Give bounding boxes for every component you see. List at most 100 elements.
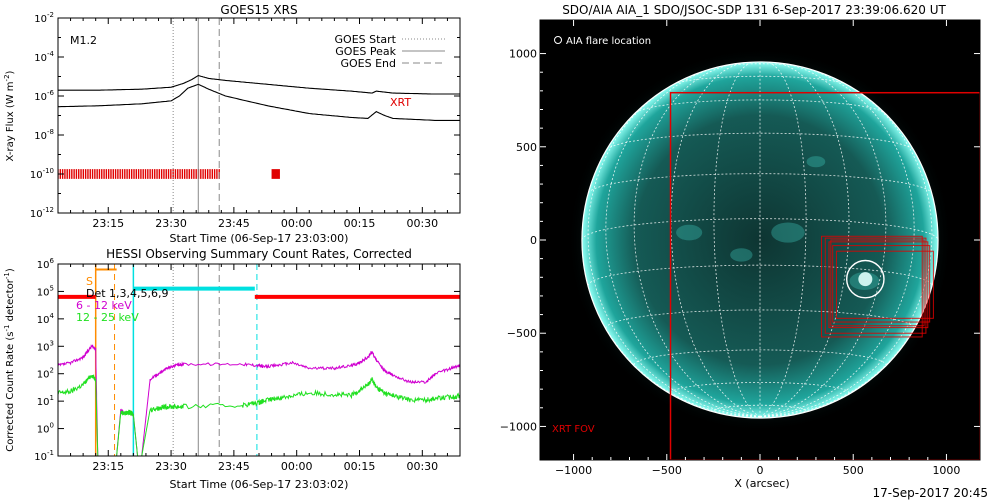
aia-longitude-line <box>633 63 761 418</box>
aia-latitude-line <box>605 309 915 329</box>
aia-ytick-label: 1000 <box>509 48 537 61</box>
goes-ytick-label: 10-4 <box>34 50 54 64</box>
goes-xtick-label: 00:30 <box>406 217 438 230</box>
aia-ytick-label: −1000 <box>500 420 537 433</box>
goes-ylabel-main: X-ray Flux (W m <box>5 81 16 161</box>
hessi-ytick-label: 105 <box>37 284 54 298</box>
hessi-plot-area <box>58 264 460 456</box>
aia-xtick-label: −1000 <box>555 464 592 477</box>
goes-legend-end: GOES End <box>340 57 396 70</box>
aia-legend: AIA flare location <box>554 36 651 47</box>
goes-flux-line-long <box>58 74 460 95</box>
hessi-xtick-label: 23:15 <box>92 460 124 473</box>
hessi-6-12-kev-line <box>58 344 460 456</box>
goes-xrt-block <box>271 169 280 179</box>
aia-title: SDO/AIA AIA_1 SDO/JSOC-SDP 131 6-Sep-201… <box>562 3 946 17</box>
aia-ytick-label: 500 <box>516 141 537 154</box>
goes-xtick-label: 23:30 <box>155 217 187 230</box>
hessi-xtick-label: 00:00 <box>281 460 313 473</box>
aia-xtick-label: 500 <box>843 464 864 477</box>
hessi-ytick-label: 102 <box>37 367 54 381</box>
goes-xtick-label: 00:00 <box>281 217 313 230</box>
goes-axes: 23:15 23:30 23:45 00:00 00:15 00:30 10-12 10-10… <box>30 11 461 230</box>
goes-xlabel: Start Time (06-Sep-17 23:03:00) <box>170 232 349 245</box>
hessi-12-25-kev-line <box>58 374 460 456</box>
aia-xrt-pointing-box <box>832 245 931 323</box>
goes-flux-line-short <box>58 83 460 121</box>
aia-latitude-line <box>587 173 933 194</box>
hessi-ylabel-sup: -1 <box>3 325 11 332</box>
aia-legend-label: AIA flare location <box>566 36 651 47</box>
goes-ylabel-close: ) <box>5 70 16 74</box>
aia-longitude-line <box>759 62 850 418</box>
goes-ytick-label: 10-10 <box>30 167 54 181</box>
aia-xrt-pointing-box <box>835 250 934 319</box>
goes-ytick-label: 10-6 <box>34 89 54 103</box>
goes-xtick-label: 00:15 <box>344 217 376 230</box>
aia-longitude-line <box>670 62 761 418</box>
aia-latitude-line <box>581 218 939 241</box>
aia-xrt-pointing-box <box>821 235 923 338</box>
aia-active-region <box>771 222 805 243</box>
hessi-legend-12-25: 12 - 25 keV <box>76 311 139 324</box>
hessi-ylabel-close: ) <box>5 268 16 272</box>
aia-xtick-label: −500 <box>652 464 682 477</box>
aia-latitude-line <box>633 349 887 366</box>
aia-longitude-line <box>587 79 761 418</box>
aia-latitude-line <box>587 264 933 286</box>
goes-title: GOES15 XRS <box>220 3 297 17</box>
goes-ytick-label: 10-2 <box>34 11 54 25</box>
hessi-panel: HESSI Observing Summary Count Rates, Cor… <box>3 247 461 491</box>
aia-latitude-line <box>670 381 850 394</box>
hessi-ytick-label: 10-1 <box>34 449 54 463</box>
hessi-ylabel: Corrected Count Rate (s-1 detector-1) <box>3 268 16 452</box>
hessi-xtick-label: 00:15 <box>344 460 376 473</box>
goes-ytick-label: 10-8 <box>34 128 54 142</box>
hessi-ytick-label: 103 <box>37 339 54 353</box>
aia-xrt-pointing-box <box>824 237 927 334</box>
hessi-ytick-label: 106 <box>37 257 55 271</box>
hessi-s-label: S <box>86 275 93 288</box>
hessi-ytick-label: 100 <box>37 422 54 436</box>
aia-longitude-line <box>759 66 915 418</box>
aia-active-region <box>676 224 703 241</box>
aia-longitude-line <box>759 61 807 418</box>
aia-xtick-label: 1000 <box>932 464 960 477</box>
hessi-legend: S Det 1,3,4,5,6,9 6 - 12 keV 12 - 25 keV <box>76 275 169 324</box>
goes-legend-peak: GOES Peak <box>335 45 396 58</box>
aia-legend-circle-icon <box>554 36 562 44</box>
hessi-title: HESSI Observing Summary Count Rates, Cor… <box>106 247 412 261</box>
aia-xrt-fov-box <box>669 91 980 460</box>
hessi-xtick-label: 23:30 <box>155 460 187 473</box>
aia-image-panel: SDO/AIA AIA_1 SDO/JSOC-SDP 131 6-Sep-201… <box>500 3 988 500</box>
hessi-legend-det: Det 1,3,4,5,6,9 <box>86 287 169 300</box>
aia-limb-outline <box>581 61 939 419</box>
hessi-xtick-label: 00:30 <box>406 460 438 473</box>
aia-image-area <box>567 47 980 460</box>
aia-longitude-line <box>605 66 761 418</box>
goes-ylabel: X-ray Flux (W m-2) <box>3 70 16 161</box>
aia-longitude-line <box>713 61 761 418</box>
hessi-xtick-label: 23:45 <box>218 460 250 473</box>
goes-ylabel-sup: -2 <box>3 74 11 81</box>
hessi-axes: 23:15 23:30 23:45 00:00 00:15 00:30 10-1 100 101… <box>34 257 461 473</box>
aia-ytick-label: 0 <box>530 234 537 247</box>
goes-xtick-label: 23:15 <box>92 217 124 230</box>
goes-legend-start: GOES Start <box>335 33 397 46</box>
aia-xrt-pointing-box <box>828 241 929 329</box>
aia-fov-label: XRT FOV <box>552 424 595 435</box>
goes-xrs-panel: GOES15 XRS 23:15 23:30 23:45 00:00 00:15 00:3… <box>3 3 461 245</box>
aia-xrt-pointing-box <box>830 239 925 327</box>
aia-flare-location-circle <box>845 259 885 299</box>
aia-longitude-line <box>759 79 933 418</box>
aia-active-region <box>806 156 826 168</box>
hessi-legend-6-12: 6 - 12 keV <box>76 299 132 312</box>
goes-xtick-label: 23:45 <box>218 217 250 230</box>
hessi-ytick-label: 101 <box>37 394 54 408</box>
footer-date: 17-Sep-2017 20:45 <box>873 486 988 500</box>
hessi-ylabel-main: Corrected Count Rate (s <box>5 332 16 452</box>
aia-longitude-line <box>759 63 887 418</box>
goes-axes-frame <box>57 17 461 214</box>
hessi-ylabel-mid: detector <box>5 278 16 324</box>
